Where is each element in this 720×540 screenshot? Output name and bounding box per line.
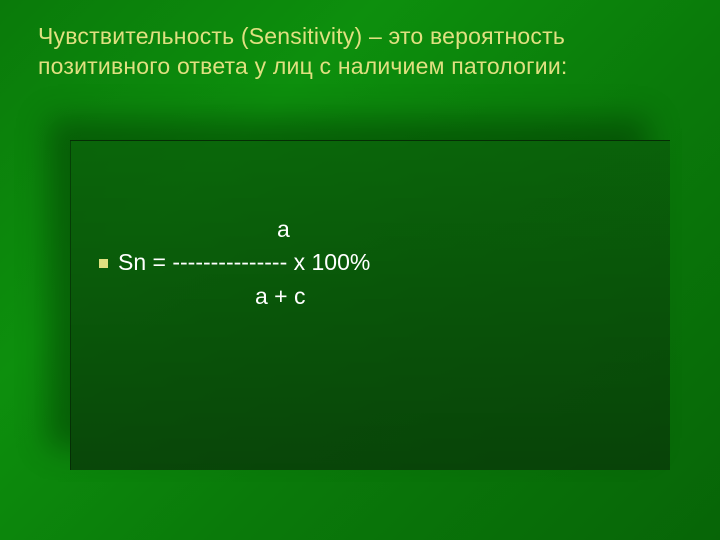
formula: a Sn = --------------- x 100% a + c	[71, 141, 670, 313]
formula-main-line: Sn = --------------- x 100%	[118, 246, 370, 279]
formula-main-line-row: Sn = --------------- x 100%	[99, 246, 650, 279]
slide-title: Чувствительность (Sensitivity) – это вер…	[0, 0, 720, 82]
formula-numerator: a	[99, 213, 650, 246]
bullet-icon	[99, 259, 108, 268]
content-box: a Sn = --------------- x 100% a + c	[70, 140, 670, 470]
formula-denominator: a + c	[99, 280, 650, 313]
slide: Чувствительность (Sensitivity) – это вер…	[0, 0, 720, 540]
